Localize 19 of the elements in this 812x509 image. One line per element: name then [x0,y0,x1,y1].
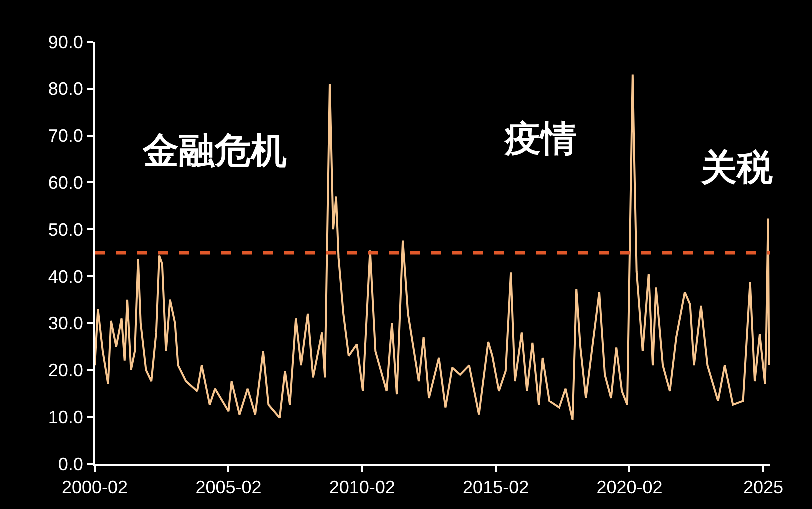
annotation: 疫情 [504,119,577,160]
x-tick-label: 2015-02 [463,478,530,498]
y-tick-label: 90.0 [48,32,84,52]
x-tick-label: 2025 [743,478,784,498]
x-tick-label: 2010-02 [329,478,396,498]
y-tick-label: 30.0 [48,314,84,334]
y-tick-label: 10.0 [48,407,84,428]
y-tick-label: 0.0 [58,454,84,474]
x-tick-label: 2020-02 [596,478,663,498]
y-tick-label: 40.0 [48,266,84,287]
y-tick-label: 20.0 [48,360,84,381]
annotation: 金融危机 [142,131,287,172]
annotation: 关税 [700,148,773,189]
y-tick-label: 70.0 [48,126,84,146]
x-tick-label: 2000-02 [62,478,128,498]
x-tick-label: 2005-02 [196,478,262,498]
y-tick-label: 60.0 [48,172,84,193]
y-tick-label: 50.0 [48,220,84,240]
y-tick-label: 80.0 [48,79,84,100]
